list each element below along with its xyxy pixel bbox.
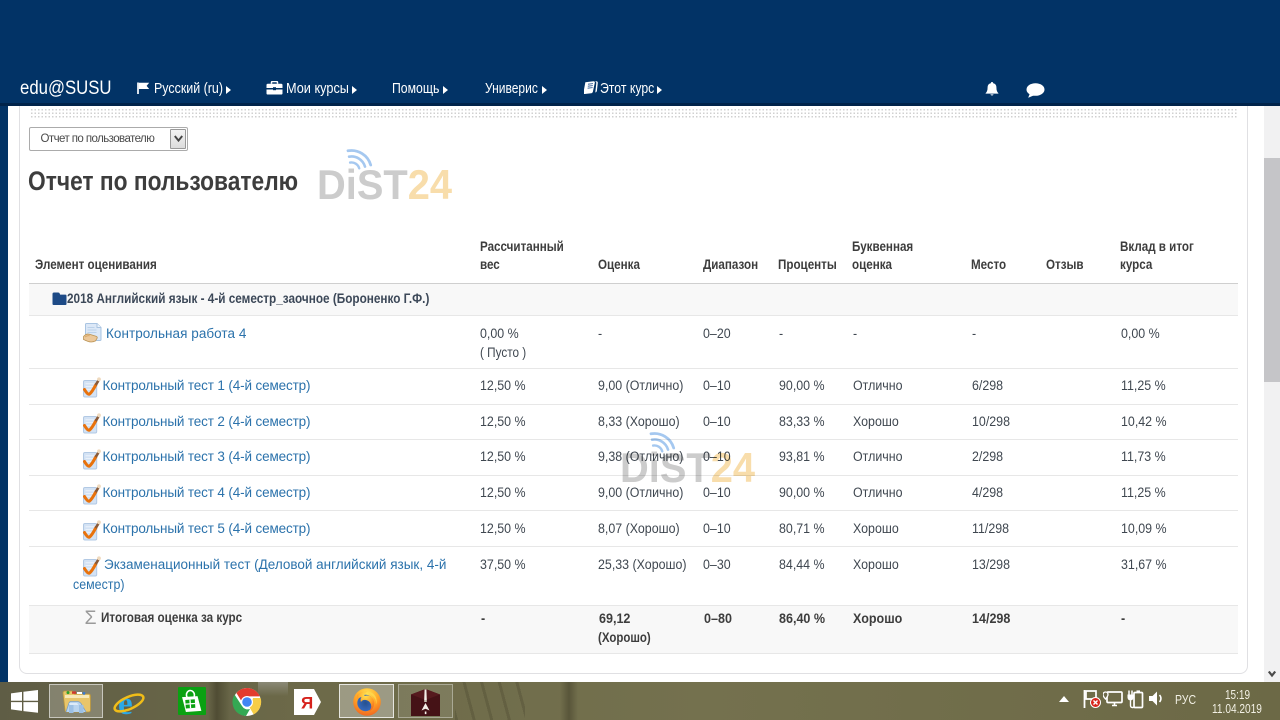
svg-text:Я: Я: [301, 694, 313, 713]
svg-text:e: e: [118, 686, 133, 720]
